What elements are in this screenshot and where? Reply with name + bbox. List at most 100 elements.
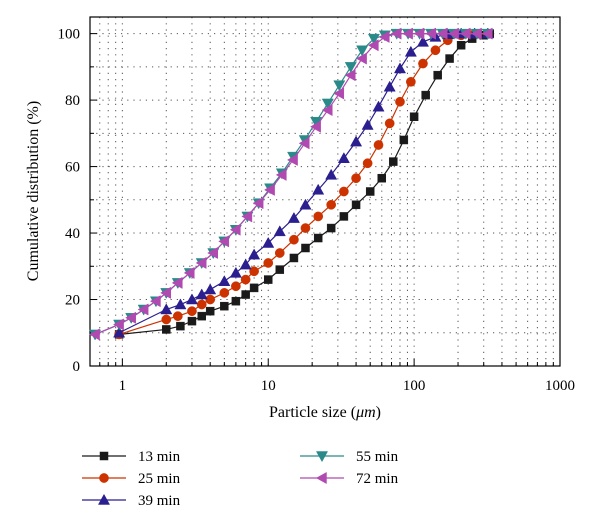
data-point (406, 76, 416, 87)
data-point (149, 295, 161, 308)
data-point (321, 104, 333, 117)
x-axis-title-close: ) (376, 404, 381, 421)
legend-label: 25 min (138, 471, 181, 487)
data-point (402, 27, 413, 40)
data-point (239, 258, 252, 270)
data-point (88, 328, 100, 341)
data-point (241, 210, 253, 223)
data-point (252, 197, 264, 210)
data-point (393, 62, 407, 74)
data-point (205, 306, 215, 316)
data-point (383, 80, 396, 92)
data-point (137, 303, 149, 316)
y-tick-label: 60 (65, 160, 80, 176)
data-point (196, 299, 207, 310)
data-point (273, 225, 286, 237)
data-point (355, 52, 367, 65)
data-point (409, 112, 419, 121)
data-point (425, 27, 436, 40)
data-point (204, 283, 217, 295)
x-axis-title-unit: μm (355, 404, 376, 421)
data-point (289, 253, 299, 263)
data-point (248, 248, 261, 260)
axes-layer (89, 16, 561, 367)
y-tick-label: 40 (65, 226, 80, 242)
series-line (118, 33, 488, 335)
tick-layer: 1 10 100 1000 0 20 40 60 80 100 (58, 27, 576, 394)
data-point (160, 286, 172, 299)
data-point (339, 212, 349, 221)
data-point (395, 96, 405, 107)
data-point (207, 246, 219, 260)
series-line (94, 33, 488, 335)
data-point (416, 35, 430, 47)
data-point (161, 314, 172, 325)
data-point (372, 100, 385, 112)
series-line (94, 33, 488, 335)
data-point (195, 256, 207, 269)
data-point (300, 223, 311, 233)
x-tick-label: 1000 (545, 378, 575, 394)
y-tick-label: 20 (65, 293, 80, 309)
series-2 (113, 27, 494, 338)
data-point (299, 198, 312, 210)
legend-label: 13 min (138, 449, 181, 465)
data-point (367, 39, 379, 52)
data-point (313, 233, 323, 243)
data-point (183, 266, 195, 279)
y-tick-label: 0 (73, 359, 81, 375)
data-point (187, 306, 197, 317)
legend-marker (99, 451, 109, 461)
data-point (112, 318, 124, 331)
data-point (218, 275, 231, 286)
series-4 (88, 27, 493, 341)
y-tick-label: 80 (65, 93, 80, 109)
data-point (174, 298, 187, 310)
data-point (344, 69, 356, 82)
legend-label: 39 min (138, 493, 181, 509)
data-point (326, 199, 337, 210)
data-point (160, 303, 173, 315)
data-point (418, 58, 428, 69)
data-point (249, 283, 259, 293)
y-axis-title: Cumulative distribution (%) (25, 101, 42, 281)
data-point (263, 275, 273, 284)
data-point (459, 27, 471, 40)
data-point (231, 296, 241, 306)
data-point (275, 168, 287, 181)
x-tick-label: 1 (119, 378, 127, 394)
data-point (187, 316, 197, 326)
grid-layer (89, 17, 560, 366)
legend-marker (99, 473, 109, 483)
legend-item: 55 min (300, 449, 399, 465)
data-point (219, 288, 230, 298)
data-point (351, 200, 361, 210)
data-point (421, 90, 430, 100)
legend-item: 13 min (82, 449, 181, 465)
data-point (298, 137, 310, 150)
data-point (481, 27, 493, 40)
data-point (445, 54, 454, 63)
data-point (113, 326, 126, 338)
legend-label: 72 min (356, 471, 399, 487)
data-point (229, 266, 242, 278)
data-point (229, 223, 241, 236)
legend-item: 39 min (82, 493, 181, 509)
data-point (310, 120, 321, 133)
data-point (262, 236, 275, 248)
data-point (373, 140, 384, 150)
data-point (321, 98, 334, 110)
series-0 (114, 29, 495, 339)
data-point (367, 33, 380, 45)
x-axis-title: Particle size (μm) (269, 404, 381, 421)
data-point (263, 183, 275, 196)
data-point (172, 311, 183, 321)
legend-label: 55 min (356, 449, 399, 465)
data-point (389, 157, 398, 166)
data-point (326, 223, 336, 233)
data-point (377, 173, 387, 183)
data-point (241, 290, 250, 299)
data-point (378, 30, 390, 43)
